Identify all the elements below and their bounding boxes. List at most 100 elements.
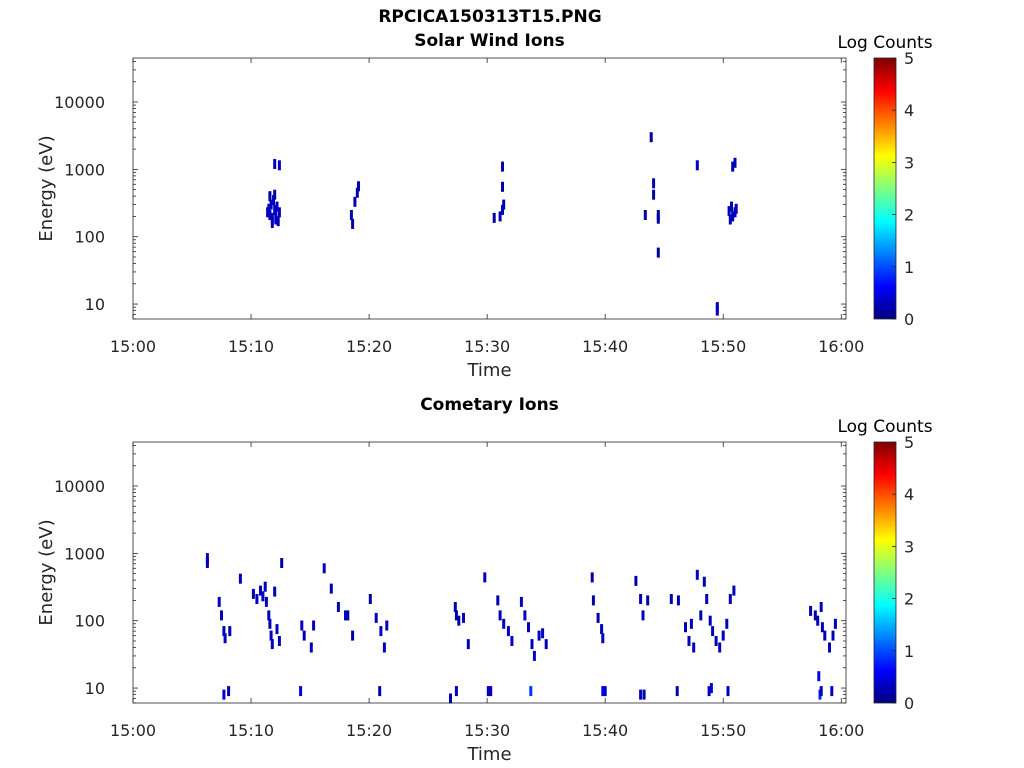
y-axis-label: Energy (eV) — [36, 519, 57, 625]
data-cell — [255, 594, 259, 604]
data-cell — [734, 203, 738, 214]
data-cell — [656, 247, 660, 258]
y-tick-label: 10 — [85, 295, 105, 314]
data-cell — [731, 161, 735, 172]
data-cell — [336, 602, 340, 612]
x-tick-label: 15:40 — [582, 721, 628, 740]
colorbar-tick-label: 3 — [904, 537, 914, 556]
data-cell — [349, 210, 353, 220]
data-cell — [486, 686, 490, 697]
data-cell — [530, 639, 534, 650]
data-cell — [718, 642, 722, 653]
x-tick-label: 15:00 — [110, 721, 156, 740]
data-cell — [501, 204, 504, 215]
colorbar-tick-label: 1 — [904, 258, 914, 277]
data-cell — [251, 588, 255, 599]
x-tick-label: 15:00 — [110, 337, 156, 356]
data-cell — [820, 622, 824, 633]
x-tick-label: 15:50 — [700, 721, 746, 740]
data-cell — [351, 218, 355, 229]
data-cell — [498, 211, 502, 222]
data-cell — [273, 189, 277, 200]
data-cell — [652, 189, 656, 200]
data-cell — [275, 201, 279, 212]
y-tick-label: 1000 — [64, 544, 105, 563]
y-tick-label: 100 — [74, 612, 105, 631]
data-cell — [217, 596, 221, 607]
data-cell — [357, 181, 360, 192]
data-cell — [299, 686, 303, 697]
data-cell — [639, 594, 643, 604]
data-cell — [813, 610, 817, 621]
data-cell — [267, 610, 271, 621]
data-cell — [510, 636, 514, 646]
colorbar-tick-label: 2 — [904, 590, 914, 609]
data-cell — [501, 161, 504, 172]
data-cell — [309, 642, 313, 653]
data-cell — [600, 624, 604, 635]
data-cell — [687, 636, 691, 646]
data-cell — [454, 686, 458, 697]
data-cell — [725, 618, 729, 629]
data-cell — [385, 620, 389, 631]
data-cell — [453, 602, 457, 612]
data-cell — [353, 196, 357, 207]
data-cell — [275, 624, 279, 635]
spectrogram-cells — [205, 553, 837, 704]
data-cell — [601, 633, 605, 644]
data-cell — [705, 594, 709, 604]
data-cell — [523, 610, 527, 621]
data-cell — [702, 576, 706, 587]
x-axis-label: Time — [466, 744, 511, 765]
data-cell — [277, 636, 281, 646]
data-cell — [817, 671, 821, 682]
data-cell — [268, 210, 272, 220]
colorbar — [873, 57, 897, 320]
data-cell — [732, 585, 736, 596]
data-cell — [368, 594, 372, 604]
y-tick-label: 10000 — [54, 477, 105, 496]
data-cell — [728, 214, 732, 225]
data-cell — [692, 642, 696, 653]
data-cell — [733, 157, 737, 168]
data-cell — [502, 618, 506, 629]
data-cell — [228, 626, 232, 637]
colorbar-label: Log Counts — [837, 417, 932, 437]
data-cell — [816, 615, 820, 626]
plot-frame — [132, 441, 847, 704]
data-cell — [831, 630, 835, 641]
data-cell — [529, 686, 533, 697]
colorbar-tick-label: 2 — [904, 206, 914, 225]
data-cell — [273, 586, 277, 597]
cometary-ions-panel-title: Cometary Ions — [420, 395, 559, 415]
data-cell — [379, 626, 383, 637]
data-cell — [355, 187, 359, 198]
x-tick-label: 15:20 — [346, 337, 392, 356]
data-cell — [264, 596, 268, 607]
data-cell — [544, 639, 548, 650]
data-cell — [642, 689, 646, 700]
data-cell — [274, 214, 278, 225]
colorbar-tick-label: 0 — [904, 694, 914, 713]
data-cell — [269, 630, 273, 641]
data-cell — [639, 689, 643, 700]
data-cell — [721, 630, 725, 641]
data-cell — [809, 605, 813, 616]
data-cell — [684, 622, 687, 633]
data-cell — [830, 686, 834, 697]
data-cell — [646, 595, 650, 606]
y-tick-label: 1000 — [64, 160, 105, 179]
data-cell — [649, 132, 653, 143]
plot-frame — [132, 57, 847, 320]
colorbar-label: Log Counts — [837, 33, 932, 53]
x-tick-label: 15:30 — [464, 721, 510, 740]
data-cell — [270, 218, 274, 228]
data-cell — [506, 626, 510, 637]
data-cell — [596, 612, 600, 623]
data-cell — [643, 210, 647, 220]
colorbar-tick-label: 5 — [904, 433, 914, 452]
data-cell — [269, 199, 273, 210]
data-cell — [498, 610, 502, 621]
